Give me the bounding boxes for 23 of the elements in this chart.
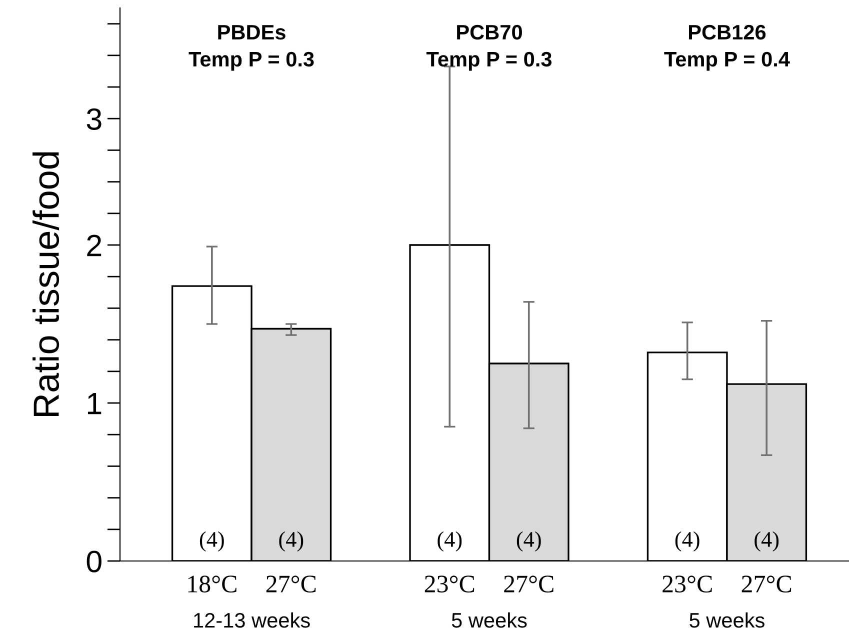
annotation: PCB70 Temp P = 0.3	[426, 24, 552, 71]
annotation: (4)	[200, 531, 224, 552]
text: 5 weeks	[452, 612, 527, 628]
text: 5 weeks	[690, 612, 764, 628]
annotation: (4)	[754, 531, 779, 552]
x-tick-label: 18°C	[188, 576, 236, 592]
annotation: (4)	[279, 531, 304, 552]
annotation: (4)	[516, 531, 541, 552]
x-tick-label: 27°C	[504, 576, 554, 592]
annotation: PCB126 Temp P = 0.4	[664, 24, 790, 71]
x-tick-label: 23°C	[662, 576, 712, 592]
y-tick-label: 1	[88, 393, 102, 414]
y-tick-label: 2	[87, 234, 102, 256]
annotation: (4)	[438, 531, 462, 552]
y-axis-title: Ratio tissue/food	[32, 152, 60, 416]
annotation: (4)	[675, 531, 700, 552]
text: 12-13 weeks	[194, 612, 310, 628]
annotation: PBDEs Temp P = 0.3	[188, 25, 314, 71]
x-tick-label: 27°C	[742, 576, 792, 592]
y-tick-label: 0	[86, 550, 102, 572]
x-tick-label: 23°C	[424, 576, 474, 592]
y-tick-label: 3	[86, 108, 102, 130]
x-tick-label: 27°C	[266, 576, 316, 592]
